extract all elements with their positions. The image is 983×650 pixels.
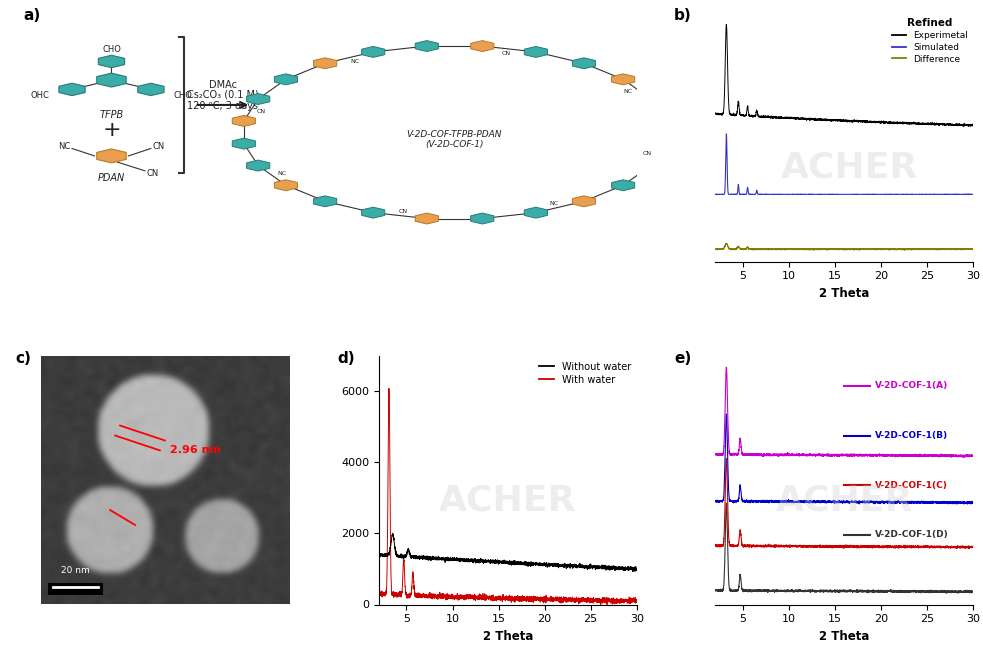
- Legend: Experimetal, Simulated, Difference: Experimetal, Simulated, Difference: [889, 15, 971, 67]
- Text: CN: CN: [152, 142, 165, 151]
- Bar: [48, 584, 102, 595]
- Text: NC: NC: [623, 89, 632, 94]
- Text: CHO: CHO: [173, 90, 192, 99]
- Text: V-2D-COF-1(A): V-2D-COF-1(A): [875, 382, 949, 390]
- Polygon shape: [274, 180, 298, 190]
- Polygon shape: [611, 74, 635, 85]
- X-axis label: 2 Theta: 2 Theta: [819, 630, 869, 643]
- Polygon shape: [639, 160, 663, 171]
- Text: CN: CN: [643, 151, 652, 156]
- Text: 120 ᵒC, 3 days: 120 ᵒC, 3 days: [187, 101, 259, 111]
- Text: ACHER: ACHER: [439, 483, 576, 517]
- Text: 20 nm: 20 nm: [61, 566, 89, 575]
- X-axis label: 2 Theta: 2 Theta: [819, 287, 869, 300]
- Text: (V-2D-COF-1): (V-2D-COF-1): [426, 140, 484, 150]
- Polygon shape: [59, 83, 86, 96]
- Polygon shape: [247, 94, 269, 105]
- Text: e): e): [674, 351, 691, 366]
- Text: a): a): [24, 8, 40, 23]
- Text: V-2D-COF-1(C): V-2D-COF-1(C): [875, 481, 948, 489]
- Text: d): d): [337, 351, 355, 366]
- Text: V-2D-COF-1(B): V-2D-COF-1(B): [875, 431, 949, 440]
- Polygon shape: [611, 180, 635, 190]
- Text: Cs₂CO₃ (0.1 M): Cs₂CO₃ (0.1 M): [187, 90, 259, 99]
- Polygon shape: [572, 58, 596, 69]
- Polygon shape: [96, 149, 126, 163]
- Polygon shape: [138, 83, 164, 96]
- Polygon shape: [572, 196, 596, 207]
- Text: CHO: CHO: [102, 45, 121, 54]
- Polygon shape: [247, 160, 269, 171]
- Text: CN: CN: [257, 109, 266, 114]
- Polygon shape: [362, 207, 384, 218]
- Text: ACHER: ACHER: [781, 150, 918, 184]
- Text: V-2D-COF-1(D): V-2D-COF-1(D): [875, 530, 949, 540]
- Text: c): c): [16, 351, 31, 366]
- Text: b): b): [674, 8, 692, 23]
- Polygon shape: [362, 46, 384, 57]
- Polygon shape: [639, 94, 663, 105]
- Text: NC: NC: [350, 59, 359, 64]
- Polygon shape: [274, 74, 298, 85]
- Polygon shape: [232, 116, 256, 126]
- Text: NC: NC: [58, 142, 70, 151]
- Polygon shape: [415, 40, 438, 51]
- Polygon shape: [96, 73, 126, 87]
- Text: ACHER: ACHER: [776, 483, 913, 517]
- Polygon shape: [524, 207, 548, 218]
- Polygon shape: [232, 138, 256, 149]
- Text: V-2D-COF-TFPB-PDAN: V-2D-COF-TFPB-PDAN: [407, 130, 502, 139]
- Text: TFPB: TFPB: [99, 111, 124, 120]
- Text: PDAN: PDAN: [98, 174, 125, 183]
- Text: NC: NC: [549, 201, 559, 205]
- Text: +: +: [102, 120, 121, 140]
- Text: OHC: OHC: [31, 90, 50, 99]
- Text: 2.96 nm: 2.96 nm: [170, 445, 221, 456]
- Polygon shape: [471, 40, 493, 51]
- Text: DMAc: DMAc: [208, 79, 237, 90]
- Text: CN: CN: [501, 51, 511, 56]
- Polygon shape: [314, 196, 337, 207]
- Polygon shape: [471, 213, 493, 224]
- Polygon shape: [654, 116, 677, 126]
- Text: CN: CN: [146, 169, 159, 178]
- Polygon shape: [654, 138, 677, 149]
- X-axis label: 2 Theta: 2 Theta: [483, 630, 533, 643]
- Text: CN: CN: [398, 209, 407, 214]
- Polygon shape: [98, 55, 125, 68]
- Polygon shape: [415, 213, 438, 224]
- Polygon shape: [524, 46, 548, 57]
- Polygon shape: [314, 58, 337, 69]
- Text: NC: NC: [277, 171, 286, 176]
- Legend: Without water, With water: Without water, With water: [536, 358, 635, 389]
